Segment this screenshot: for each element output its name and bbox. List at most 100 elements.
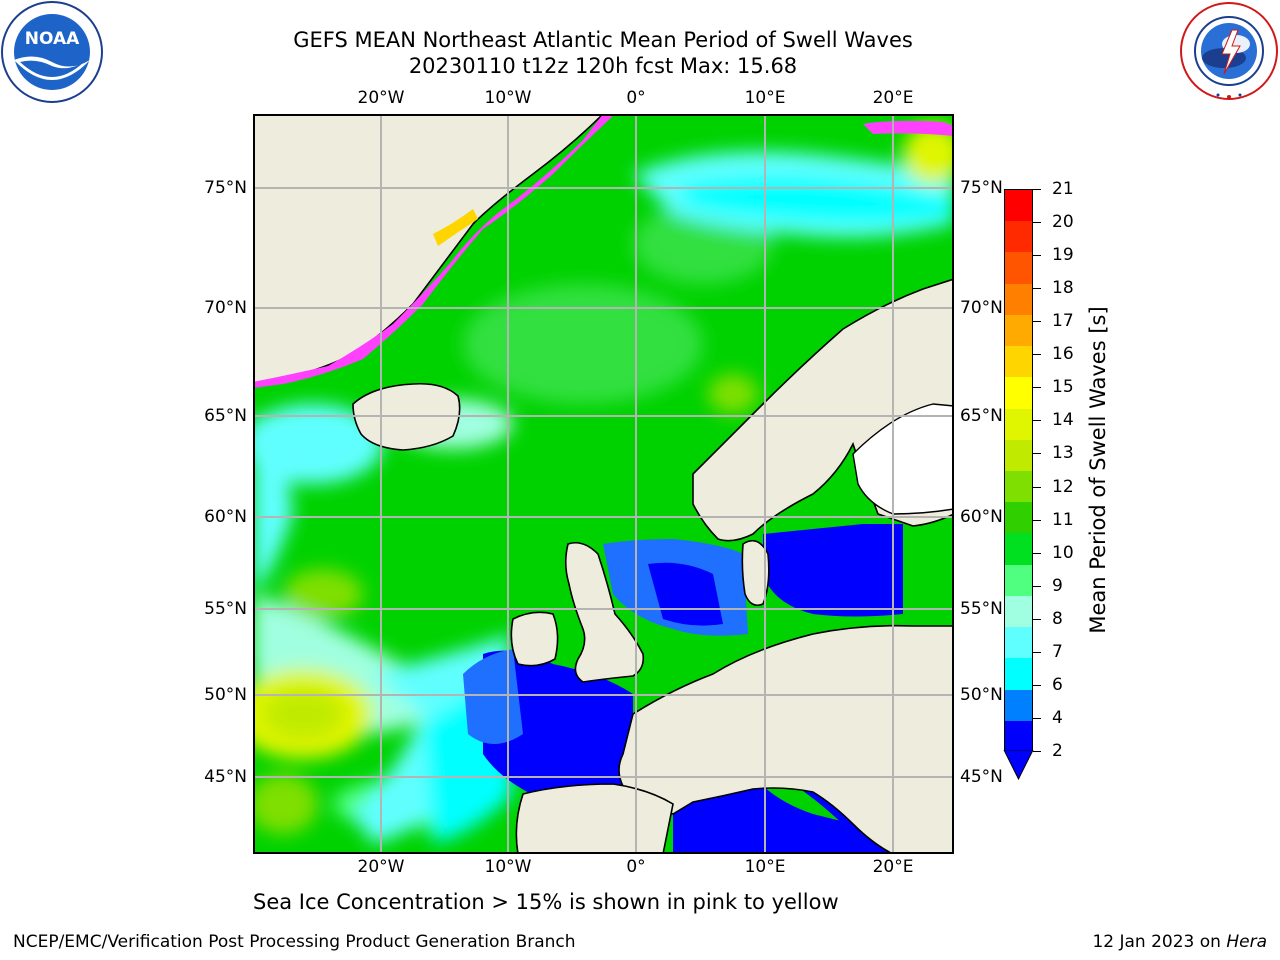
lon-label-top-0: 0° [626,88,646,108]
lat-label-right-65n: 65°N [960,406,1003,426]
footer-organization: NCEP/EMC/Verification Post Processing Pr… [13,932,576,952]
great-britain [564,541,645,683]
colorbar-band [1005,314,1032,347]
lat-label-right-70n: 70°N [960,298,1003,318]
noaa-logo: NOAA [1,1,103,103]
colorbar-tick-label: 12 [1052,476,1074,497]
lat-label-left-50n: 50°N [204,685,247,705]
colorbar-tick-label: 10 [1052,542,1074,563]
colorbar-band [1005,190,1032,222]
colorbar-tick-mark [1033,618,1041,620]
colorbar-band [1005,471,1032,503]
colorbar-tick-label: 6 [1052,674,1063,695]
colorbar-band [1005,720,1032,753]
lon-label-bottom-0: 0° [626,857,646,877]
colorbar-band [1005,346,1032,378]
lon-label-top-20e: 20°E [872,88,914,108]
colorbar-band [1005,252,1032,285]
colorbar-tick-label: 8 [1052,608,1063,629]
map-area [253,114,954,854]
colorbar-tick-label: 18 [1052,278,1074,299]
map-subtitle: 20230110 t12z 120h fcst Max: 15.68 [408,54,798,78]
colorbar-tick-mark [1033,420,1041,422]
colorbar-tick-label: 9 [1052,575,1063,596]
nws-logo [1180,2,1278,100]
lon-label-bottom-10e: 10°E [744,857,786,877]
sea-ice-note: Sea Ice Concentration > 15% is shown in … [253,890,839,914]
footer-date-text: 12 Jan 2023 on [1092,932,1227,952]
gulf-of-bothnia [852,403,954,515]
lat-label-left-70n: 70°N [204,298,247,318]
colorbar-tick-label: 19 [1052,245,1074,266]
colorbar-band [1005,377,1032,410]
colorbar-tick-label: 21 [1052,179,1074,199]
colorbar-band [1005,595,1032,628]
colorbar-band [1005,221,1032,253]
colorbar-tick-label: 13 [1052,443,1074,464]
lon-label-top-10e: 10°E [744,88,786,108]
colorbar-tick-label: 16 [1052,344,1074,365]
colorbar-tick-label: 17 [1052,311,1074,332]
lat-label-left-65n: 65°N [204,406,247,426]
lat-label-left-45n: 45°N [204,767,247,787]
jutland [741,539,770,607]
colorbar-band [1005,627,1032,659]
colorbar-tick-label: 4 [1052,707,1063,728]
lat-label-left-60n: 60°N [204,507,247,527]
colorbar-tick-mark [1033,387,1041,389]
colorbar-tick-label: 14 [1052,410,1074,431]
colorbar-tick-mark [1033,552,1041,554]
colorbar-tick-mark [1033,288,1041,290]
sea-ice-edge [253,114,954,388]
colorbar-band [1005,283,1032,316]
colorbar-tick-mark [1033,255,1041,257]
lat-label-left-75n: 75°N [204,178,247,198]
colorbar-tick-mark [1033,651,1041,653]
lon-label-bottom-20w: 20°W [357,857,405,877]
colorbar-band [1005,408,1032,441]
colorbar-tick-mark [1033,189,1041,190]
colorbar-tick-label: 20 [1052,212,1074,233]
colorbar [1004,189,1033,753]
iberia [515,783,674,854]
colorbar-tick-mark [1033,519,1041,521]
lon-label-bottom-20e: 20°E [872,857,914,877]
colorbar-tick-mark [1033,717,1041,719]
colorbar-tick-mark [1033,751,1041,752]
colorbar-tick-label: 15 [1052,377,1074,398]
lat-label-left-55n: 55°N [204,599,247,619]
colorbar-band [1005,533,1032,566]
colorbar-tick-label: 7 [1052,641,1063,662]
colorbar-tick-mark [1033,222,1041,224]
colorbar-tick-mark [1033,321,1041,323]
graticule [253,114,954,854]
colorbar-band [1005,439,1032,472]
colorbar-tick-label: 11 [1052,509,1074,530]
lon-label-top-10w: 10°W [484,88,532,108]
colorbar-band [1005,564,1032,597]
noaa-logo-text: NOAA [25,29,80,49]
colorbar-tick-label: 2 [1052,741,1063,761]
colorbar-tick-mark [1033,453,1041,455]
lat-label-right-50n: 50°N [960,685,1003,705]
lat-label-right-55n: 55°N [960,599,1003,619]
map-title: GEFS MEAN Northeast Atlantic Mean Period… [293,28,913,52]
footer-host: Hera [1226,932,1267,952]
lat-label-right-60n: 60°N [960,507,1003,527]
colorbar-band [1005,502,1032,534]
colorbar-tick-mark [1033,354,1041,356]
ireland [510,611,559,667]
colorbar-tick-mark [1033,486,1041,488]
colorbar-extend-arrow [1003,750,1034,780]
colorbar-band [1005,658,1032,691]
map-border [253,114,954,854]
lon-label-bottom-10w: 10°W [484,857,532,877]
lat-label-right-75n: 75°N [960,178,1003,198]
lon-label-top-20w: 20°W [357,88,405,108]
colorbar-tick-mark [1033,684,1041,686]
lat-label-right-45n: 45°N [960,767,1003,787]
land-masses [253,114,954,854]
colorbar-tick-mark [1033,585,1041,587]
colorbar-band [1005,689,1032,722]
footer-date: 12 Jan 2023 on Hera [1092,932,1267,952]
